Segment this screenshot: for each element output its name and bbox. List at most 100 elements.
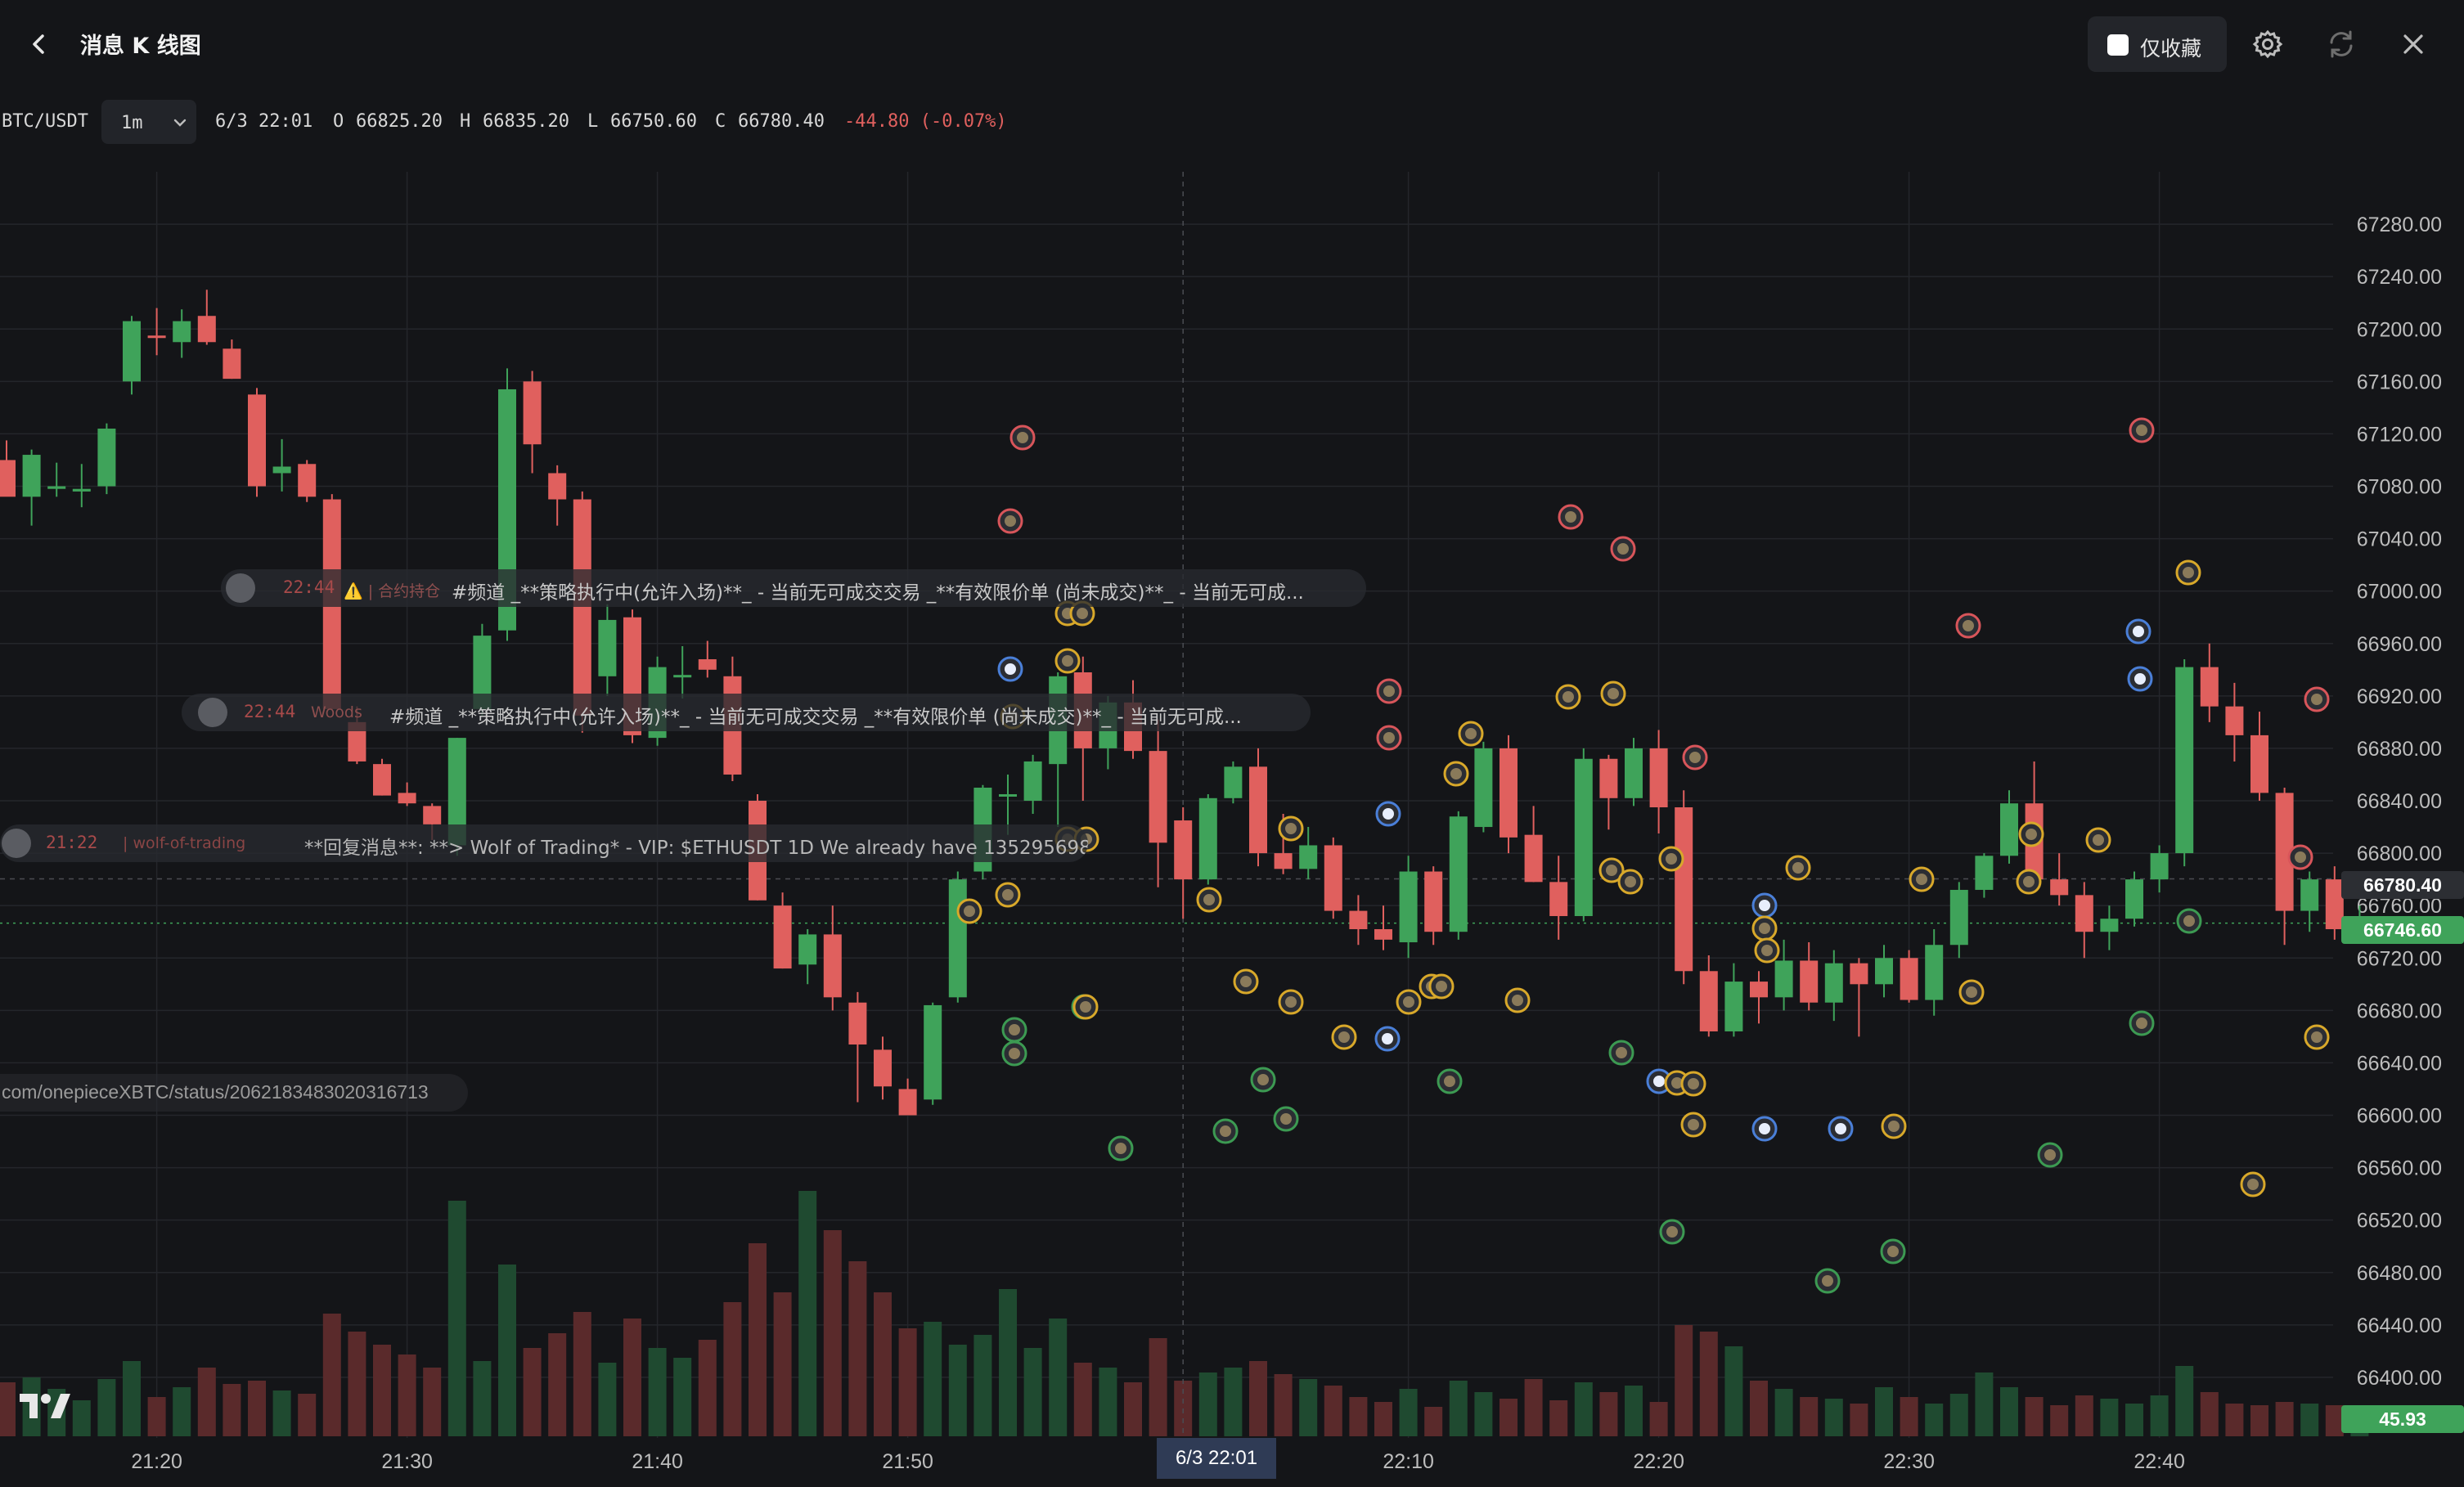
page-title: 消息 K 线图 [80, 34, 201, 59]
settings-button[interactable] [2250, 26, 2286, 62]
candle-body [548, 473, 567, 500]
message-text: #频道 _**策略执行中(允许入场)**_ - 当前无可成交交易 _**有效限价… [389, 707, 1242, 728]
favorites-only-toggle[interactable]: 仅收藏 [2088, 16, 2227, 72]
interval-select[interactable]: 1m [101, 100, 196, 144]
message-marker-avatar [1792, 862, 1804, 874]
close-button[interactable] [2395, 26, 2431, 62]
message-marker-avatar [1062, 655, 1073, 667]
volume-bar [1649, 1402, 1668, 1436]
candle-body [1824, 963, 1843, 1003]
volume-bar [723, 1302, 742, 1436]
message-marker-avatar [1666, 1226, 1678, 1238]
candle-body [2100, 919, 2119, 932]
low-value: 66750.60 [610, 111, 697, 132]
volume-bar [1850, 1404, 1868, 1436]
tradingview-logo-icon [20, 1392, 70, 1424]
volume-bar [1949, 1394, 1968, 1436]
volume-bar [523, 1348, 542, 1436]
volume-bar [1800, 1397, 1819, 1436]
message-marker-avatar [1616, 1047, 1627, 1058]
gear-icon [2252, 29, 2283, 59]
candle-body [2175, 667, 2194, 854]
volume-bar [2025, 1397, 2044, 1436]
volume-bar [823, 1230, 842, 1436]
message-marker-avatar [1822, 1275, 1833, 1287]
volume-bar [2225, 1404, 2244, 1436]
volume-bar [1349, 1397, 1368, 1436]
candle-body [1524, 834, 1543, 883]
candle-body [1249, 766, 1267, 854]
y-tick-label: 67000.00 [2357, 581, 2442, 604]
refresh-button[interactable] [2323, 26, 2359, 62]
volume-bar [749, 1243, 767, 1436]
y-tick-label: 66960.00 [2357, 633, 2442, 656]
message-marker-avatar [1002, 889, 1014, 901]
volume-bar [373, 1345, 391, 1436]
y-tick-label: 66880.00 [2357, 738, 2442, 761]
message-marker-avatar [1966, 986, 1977, 998]
favorites-only-checkbox[interactable] [2107, 34, 2129, 56]
message-marker-avatar [1759, 900, 1770, 911]
message-author: ⚠️ | 合约持仓 [344, 582, 441, 600]
message-overlay[interactable]: 22:44 Woods #频道 _**策略执行中(允许入场)**_ - 当前无可… [182, 694, 1311, 731]
message-overlay[interactable]: 22:44 ⚠️ | 合约持仓 #频道 _**策略执行中(允许入场)**_ - … [221, 569, 1366, 607]
message-marker-avatar [1383, 808, 1394, 820]
symbol-label: BTC/USDT [2, 111, 88, 132]
message-marker-avatar [1688, 1078, 1699, 1089]
x-tick-label: 22:40 [2134, 1450, 2185, 1473]
candle-body [1449, 816, 1468, 932]
candle-body [1374, 929, 1392, 940]
candle-body [2275, 793, 2294, 911]
message-marker-avatar [1617, 543, 1629, 555]
volume-bar [1249, 1361, 1267, 1436]
message-marker-avatar [2183, 567, 2194, 578]
message-marker-avatar [2311, 1031, 2322, 1043]
y-tick-label: 66560.00 [2357, 1157, 2442, 1180]
message-marker-avatar [1005, 663, 1016, 675]
volume-bar [1149, 1338, 1167, 1436]
volume-bar [1675, 1325, 1693, 1436]
x-tick-label: 21:30 [381, 1450, 433, 1473]
avatar [198, 698, 227, 727]
candle-body [2200, 667, 2219, 707]
candle-body [1925, 945, 1944, 1000]
volume-bar [473, 1361, 492, 1436]
volume-tag: 45.93 [2341, 1405, 2464, 1433]
close-label: C [715, 111, 726, 132]
message-marker-avatar [1450, 768, 1462, 779]
message-time: 21:22 [46, 833, 98, 852]
title-bar: 消息 K 线图 仅收藏 [0, 0, 2464, 88]
volume-bar [423, 1368, 442, 1436]
message-marker-avatar [1005, 515, 1016, 527]
message-marker-avatar [1403, 996, 1414, 1008]
close-value: 66780.40 [738, 111, 825, 132]
candle-body [1574, 758, 1593, 916]
back-button[interactable] [20, 25, 59, 64]
url-overlay[interactable]: com/onepieceXBTC/status/2062183483020316… [0, 1074, 468, 1112]
candle-body [123, 321, 141, 382]
volume-bar [2300, 1404, 2319, 1436]
candle-body [1198, 797, 1217, 880]
volume-bar [123, 1361, 141, 1436]
volume-bar [874, 1292, 892, 1436]
candle-body [2150, 853, 2169, 880]
volume-bar [1324, 1386, 1342, 1436]
open-value: 66825.20 [356, 111, 443, 132]
message-marker-avatar [1444, 1076, 1455, 1087]
y-tick-label: 66640.00 [2357, 1052, 2442, 1075]
volume-bar [2100, 1399, 2119, 1436]
volume-bar [348, 1332, 366, 1436]
volume-bar [999, 1289, 1017, 1436]
volume-bar [1824, 1399, 1843, 1436]
message-author: | wolf-of-trading [123, 834, 246, 852]
volume-bar [1224, 1368, 1243, 1436]
volume-bar [1925, 1404, 1944, 1436]
candle-body [1549, 882, 1568, 916]
message-marker-avatar [1512, 995, 1523, 1006]
message-overlay[interactable]: 21:22 | wolf-of-trading **回复消息**: **> Wo… [0, 824, 1088, 862]
volume-bar [1724, 1346, 1743, 1436]
message-marker-avatar [1963, 620, 1974, 631]
volume-bar [147, 1397, 166, 1436]
candle-body [473, 636, 492, 709]
